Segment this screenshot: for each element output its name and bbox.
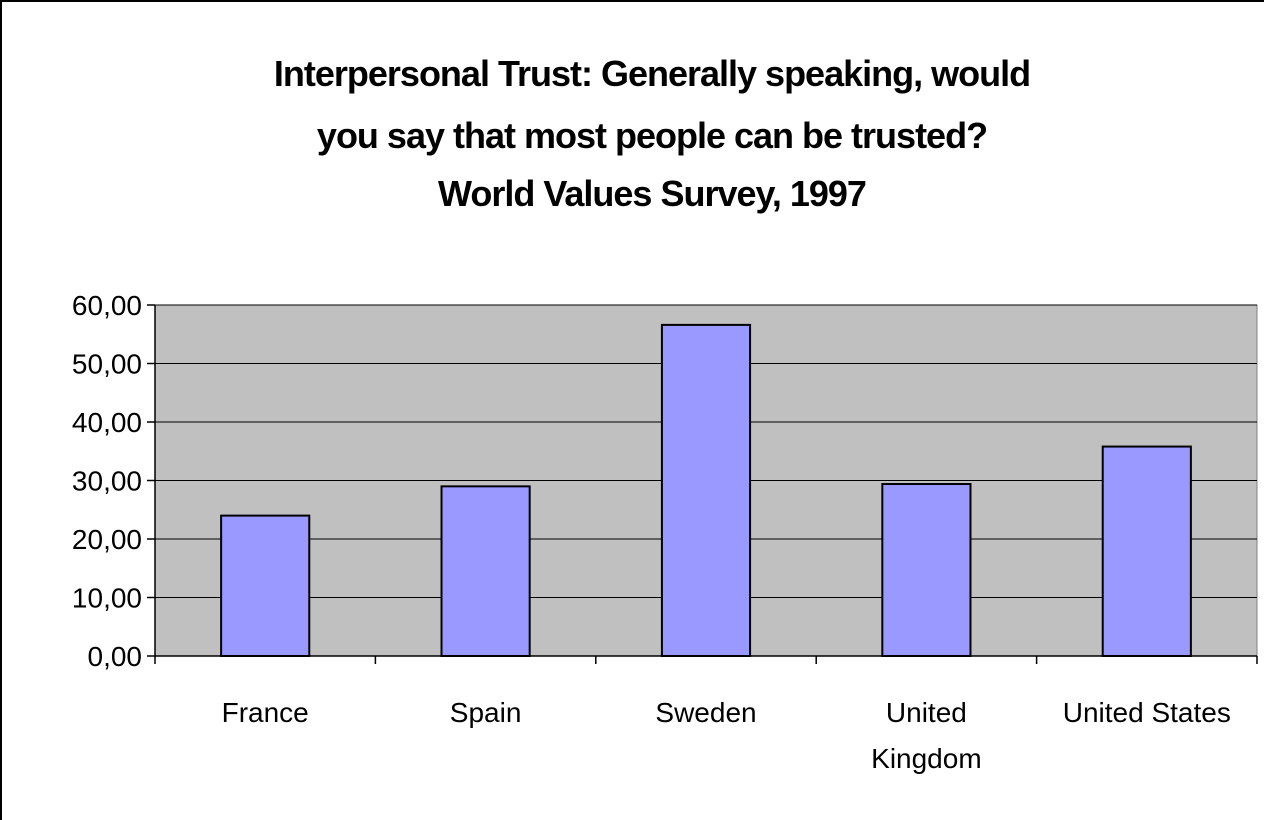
x-category-label: United Kingdom [871,697,982,774]
y-tick-label: 0,00 [88,641,143,672]
bar [1101,445,1192,657]
x-category-label: France [222,697,309,728]
bars [220,323,1192,658]
bar [881,483,972,658]
y-tick-label: 50,00 [72,349,142,380]
y-axis-tick-labels: 0,00 10,00 20,00 30,00 40,00 50,00 60,00 [72,290,142,672]
y-tick-label: 10,00 [72,583,142,614]
x-category-label-line: United States [1063,697,1231,728]
chart-title-line: you say that most people can be trusted? [317,115,987,156]
bar [220,514,311,657]
x-category-label: Sweden [655,697,756,728]
y-tick-label: 40,00 [72,407,142,438]
y-tick-label: 20,00 [72,524,142,555]
axes [147,304,1258,664]
bar [660,323,752,657]
bar [440,485,531,657]
x-axis-category-labels: France Spain Sweden United Kingdom United Sta… [222,697,1231,774]
chart-title-line: Interpersonal Trust: Generally speaking,… [274,53,1030,94]
y-tick-label: 60,00 [72,290,142,321]
x-category-label: Spain [450,697,522,728]
x-category-label-line: Kingdom [871,743,982,774]
x-category-label-line: Sweden [655,697,756,728]
y-tick-label: 30,00 [72,466,142,497]
chart-title-line: World Values Survey, 1997 [438,173,866,214]
x-category-label-line: France [222,697,309,728]
x-category-label-line: United [886,697,967,728]
x-category-label-line: Spain [450,697,522,728]
x-category-label: United States [1063,697,1231,728]
chart-title: Interpersonal Trust: Generally speaking,… [274,53,1031,214]
